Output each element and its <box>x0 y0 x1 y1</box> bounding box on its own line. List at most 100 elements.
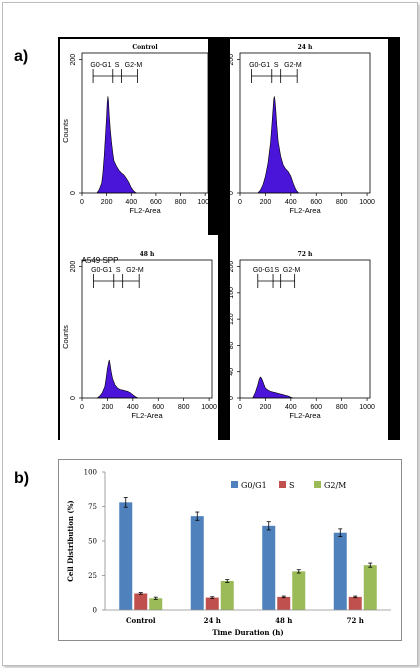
gate-label-s: S <box>115 62 120 69</box>
legend-swatch-G2M <box>314 481 321 488</box>
x-tick-label: 0 <box>238 199 242 206</box>
bar-S-0 <box>134 593 148 610</box>
histogram-area <box>96 359 139 399</box>
bar-G0G1-0 <box>119 502 133 610</box>
x-axis-label: FL2-Area <box>131 411 163 420</box>
category-label: 72 h <box>347 616 364 625</box>
x-tick-label: 600 <box>310 404 322 411</box>
bar-G0G1-1 <box>190 516 204 610</box>
y-axis-label: Counts <box>61 325 70 349</box>
histogram-background <box>230 39 388 249</box>
x-tick-label: 400 <box>125 199 137 206</box>
x-tick-label: 600 <box>152 404 164 411</box>
bar-G2M-0 <box>149 598 163 610</box>
y-tick-label: 200 <box>228 54 235 66</box>
x-tick-label: 400 <box>127 404 139 411</box>
gate-label-s: S <box>275 267 280 274</box>
x-tick-label: 0 <box>80 404 84 411</box>
y-axis-label: Cell Distribution (%) <box>66 500 75 581</box>
x-tick-label: 1000 <box>201 404 217 411</box>
y-tick-label: 0 <box>70 191 77 195</box>
bar-S-1 <box>205 597 219 610</box>
y-tick-label: 120 <box>228 313 235 325</box>
histogram-title: 48 h <box>140 251 155 258</box>
y-axis-label: Counts <box>61 119 70 143</box>
gate-label-g0g1: G0-G1 <box>90 62 111 69</box>
x-tick-label: 1000 <box>359 199 375 206</box>
y-tick-label: 200 <box>70 261 77 273</box>
y-axis-label: Counts <box>219 119 228 143</box>
category-label: Control <box>126 616 156 625</box>
x-tick-label: 200 <box>260 199 272 206</box>
gate-label-g0g1: G0-G1 <box>253 267 274 274</box>
gate-label-g2m: G2-M <box>284 62 302 69</box>
y-tick-label: 200 <box>70 54 77 66</box>
y-tick-label: 75 <box>88 503 97 511</box>
y-tick-label: 0 <box>228 191 235 195</box>
histogram-1: Control 0 200 400 600 800 1000 0 200 FL2-Area Coun… <box>60 39 213 249</box>
legend-swatch-G0G1 <box>231 481 238 488</box>
gate-label-g2m: G2-M <box>125 62 143 69</box>
histogram-area <box>252 376 294 399</box>
legend-swatch-S <box>279 481 286 488</box>
histogram-area <box>257 96 300 194</box>
bar-S-2 <box>277 596 291 610</box>
y-axis-label: Counts <box>219 325 228 349</box>
category-label: 48 h <box>275 616 292 625</box>
gate-label-g0g1: G0-G1 <box>249 62 270 69</box>
x-tick-label: 800 <box>336 199 348 206</box>
x-tick-label: 400 <box>285 199 297 206</box>
x-tick-label: 0 <box>238 404 242 411</box>
x-axis-label: FL2-Area <box>129 206 161 215</box>
x-tick-label: 800 <box>178 404 190 411</box>
histogram-title: Control <box>132 44 158 51</box>
x-tick-label: 600 <box>150 199 162 206</box>
histogram-area <box>96 96 138 194</box>
panel-b-label: b) <box>14 470 30 487</box>
x-tick-label: 200 <box>260 404 272 411</box>
flow-cytometry-panel: Control 0 200 400 600 800 1000 0 200 FL2-Area Coun… <box>58 37 400 440</box>
x-tick-label: 600 <box>310 199 322 206</box>
x-tick-label: 1000 <box>359 404 375 411</box>
x-tick-label: 1000 <box>197 199 213 206</box>
panel-a-label: a) <box>14 48 29 65</box>
x-tick-label: 400 <box>285 404 297 411</box>
x-tick-label: 0 <box>80 199 84 206</box>
histogram-background <box>230 235 388 440</box>
histogram-background <box>60 235 218 440</box>
plot-frame <box>239 259 371 399</box>
y-tick-label: 80 <box>228 341 235 349</box>
y-tick-label: 0 <box>70 396 77 400</box>
bar-G2M-1 <box>220 581 234 610</box>
bar-S-3 <box>348 596 362 610</box>
bar-G0G1-2 <box>262 525 276 610</box>
y-tick-label: 40 <box>228 368 235 376</box>
x-tick-label: 800 <box>175 199 187 206</box>
histogram-background <box>60 39 208 249</box>
gate-label-s: S <box>116 267 121 274</box>
bar-G0G1-3 <box>333 532 347 610</box>
x-axis-label: Time Duration (h) <box>212 628 283 637</box>
x-axis-label: FL2-Area <box>289 411 321 420</box>
y-tick-label: 160 <box>228 287 235 299</box>
y-tick-label: 0 <box>228 396 235 400</box>
y-tick-label: 0 <box>93 607 97 615</box>
x-tick-label: 800 <box>336 404 348 411</box>
plot-frame <box>81 259 213 399</box>
histogram-subtitle: A549 SPP <box>82 256 119 265</box>
bar-chart-panel: Control 24 h 48 h 72 h 0 25 50 75 100 Cell Distri… <box>58 459 402 641</box>
category-label: 24 h <box>204 616 221 625</box>
y-tick-label: 25 <box>88 572 97 580</box>
legend-label-G2M: G2/M <box>324 481 346 490</box>
x-tick-label: 200 <box>102 404 114 411</box>
histogram-title: 72 h <box>298 251 313 258</box>
x-axis-label: FL2-Area <box>289 206 321 215</box>
x-tick-label: 200 <box>101 199 113 206</box>
legend-label-S: S <box>289 481 294 490</box>
gate-label-g2m: G2-M <box>283 267 301 274</box>
plot-frame <box>239 52 371 194</box>
histogram-2: 24 h 0 200 400 600 800 1000 0 200 FL2-Area Counts G… <box>219 39 388 249</box>
plot-frame <box>81 52 209 194</box>
y-tick-label: 50 <box>88 538 97 546</box>
